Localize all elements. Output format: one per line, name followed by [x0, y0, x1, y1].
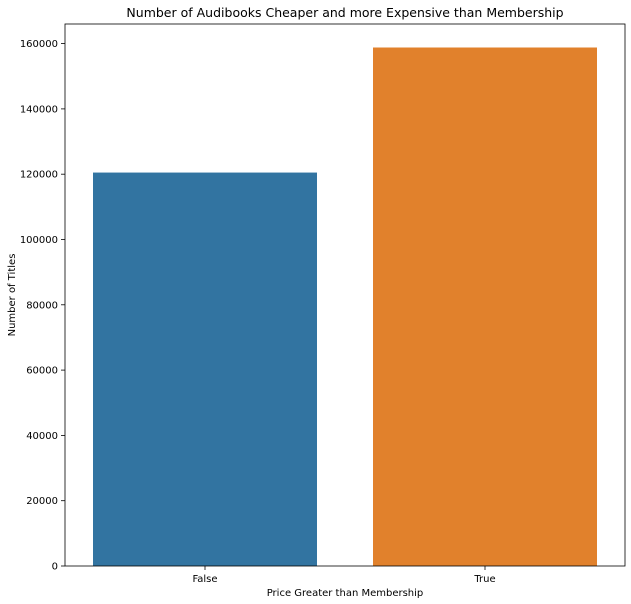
y-tick-label: 60000: [26, 366, 58, 377]
plot-frame: [64, 23, 626, 567]
y-tick-label: 20000: [26, 496, 58, 507]
x-tick-label: False: [192, 574, 217, 585]
y-tick-label: 80000: [26, 300, 58, 311]
bar-true: [373, 47, 597, 567]
y-tick-label: 40000: [26, 431, 58, 442]
x-tick-label: True: [473, 574, 495, 585]
bar-false: [93, 172, 317, 566]
y-tick-label: 120000: [20, 170, 58, 181]
y-tick-label: 160000: [20, 39, 58, 50]
y-tick-label: 0: [52, 562, 58, 573]
chart-title: Number of Audibooks Cheaper and more Exp…: [126, 5, 563, 20]
y-axis-ticks: 0 20000 40000 60000 80000 100000 120000 140000 1…: [20, 39, 65, 573]
x-axis-label: Price Greater than Membership: [267, 588, 424, 599]
y-tick-label: 100000: [20, 235, 58, 246]
bars-group: [93, 47, 597, 567]
y-tick-label: 140000: [20, 104, 58, 115]
x-axis-ticks: False True: [192, 566, 496, 585]
y-axis-label: Number of Titles: [7, 254, 18, 337]
